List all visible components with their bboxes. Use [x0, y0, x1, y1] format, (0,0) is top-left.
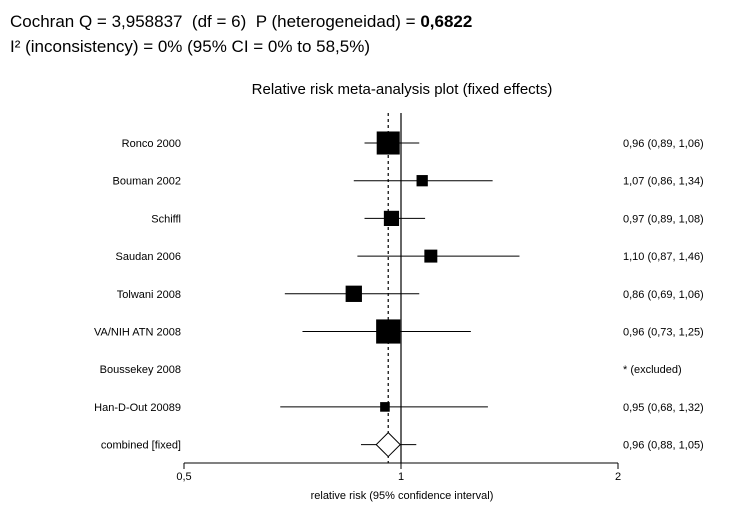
point-estimate — [376, 131, 400, 155]
study-label: Han-D-Out 20089 — [94, 402, 181, 414]
chart-title: Relative risk meta-analysis plot (fixed … — [252, 81, 553, 98]
point-estimate — [376, 319, 401, 344]
point-estimate — [424, 249, 438, 263]
plot-marks: 0,5 1 2 Ronco 2000 0,96 (0,89, 1,06) Bouman 2… — [94, 113, 704, 483]
study-label: Schiffl — [151, 213, 181, 225]
x-tick-label: 0,5 — [176, 471, 191, 483]
study-label: Bouman 2002 — [113, 176, 182, 188]
heterogeneity-text: Cochran Q = 3,958837 (df = 6) P (heterog… — [10, 12, 421, 31]
study-label: Saudan 2006 — [116, 251, 181, 263]
estimate-label: 0,95 (0,68, 1,32) — [623, 402, 704, 414]
study-label: VA/NIH ATN 2008 — [94, 327, 181, 339]
estimate-label: 1,07 (0,86, 1,34) — [623, 176, 704, 188]
estimate-label: 0,97 (0,89, 1,08) — [623, 213, 704, 225]
combined-diamond — [375, 431, 401, 458]
study-label: Boussekey 2008 — [100, 364, 181, 376]
heterogeneity-statistic: Cochran Q = 3,958837 (df = 6) P (heterog… — [10, 12, 472, 32]
estimate-label: * (excluded) — [623, 364, 682, 376]
x-tick-label: 2 — [615, 471, 621, 483]
estimate-label: 1,10 (0,87, 1,46) — [623, 251, 704, 263]
inconsistency-statistic: I² (inconsistency) = 0% (95% CI = 0% to … — [10, 37, 370, 56]
point-estimate — [345, 285, 362, 302]
x-tick-label: 1 — [398, 471, 404, 483]
x-axis-label: relative risk (95% confidence interval) — [311, 490, 494, 502]
estimate-label: 0,86 (0,69, 1,06) — [623, 289, 704, 301]
study-label: Tolwani 2008 — [117, 289, 181, 301]
combined-estimate-label: 0,96 (0,88, 1,05) — [623, 440, 704, 452]
heterogeneity-p-value: 0,6822 — [420, 12, 473, 31]
estimate-label: 0,96 (0,73, 1,25) — [623, 327, 704, 339]
combined-label: combined [fixed] — [101, 440, 181, 452]
point-estimate — [383, 210, 400, 226]
point-estimate — [416, 175, 428, 187]
study-label: Ronco 2000 — [122, 138, 181, 150]
point-estimate — [380, 402, 390, 412]
estimate-label: 0,96 (0,89, 1,06) — [623, 138, 704, 150]
